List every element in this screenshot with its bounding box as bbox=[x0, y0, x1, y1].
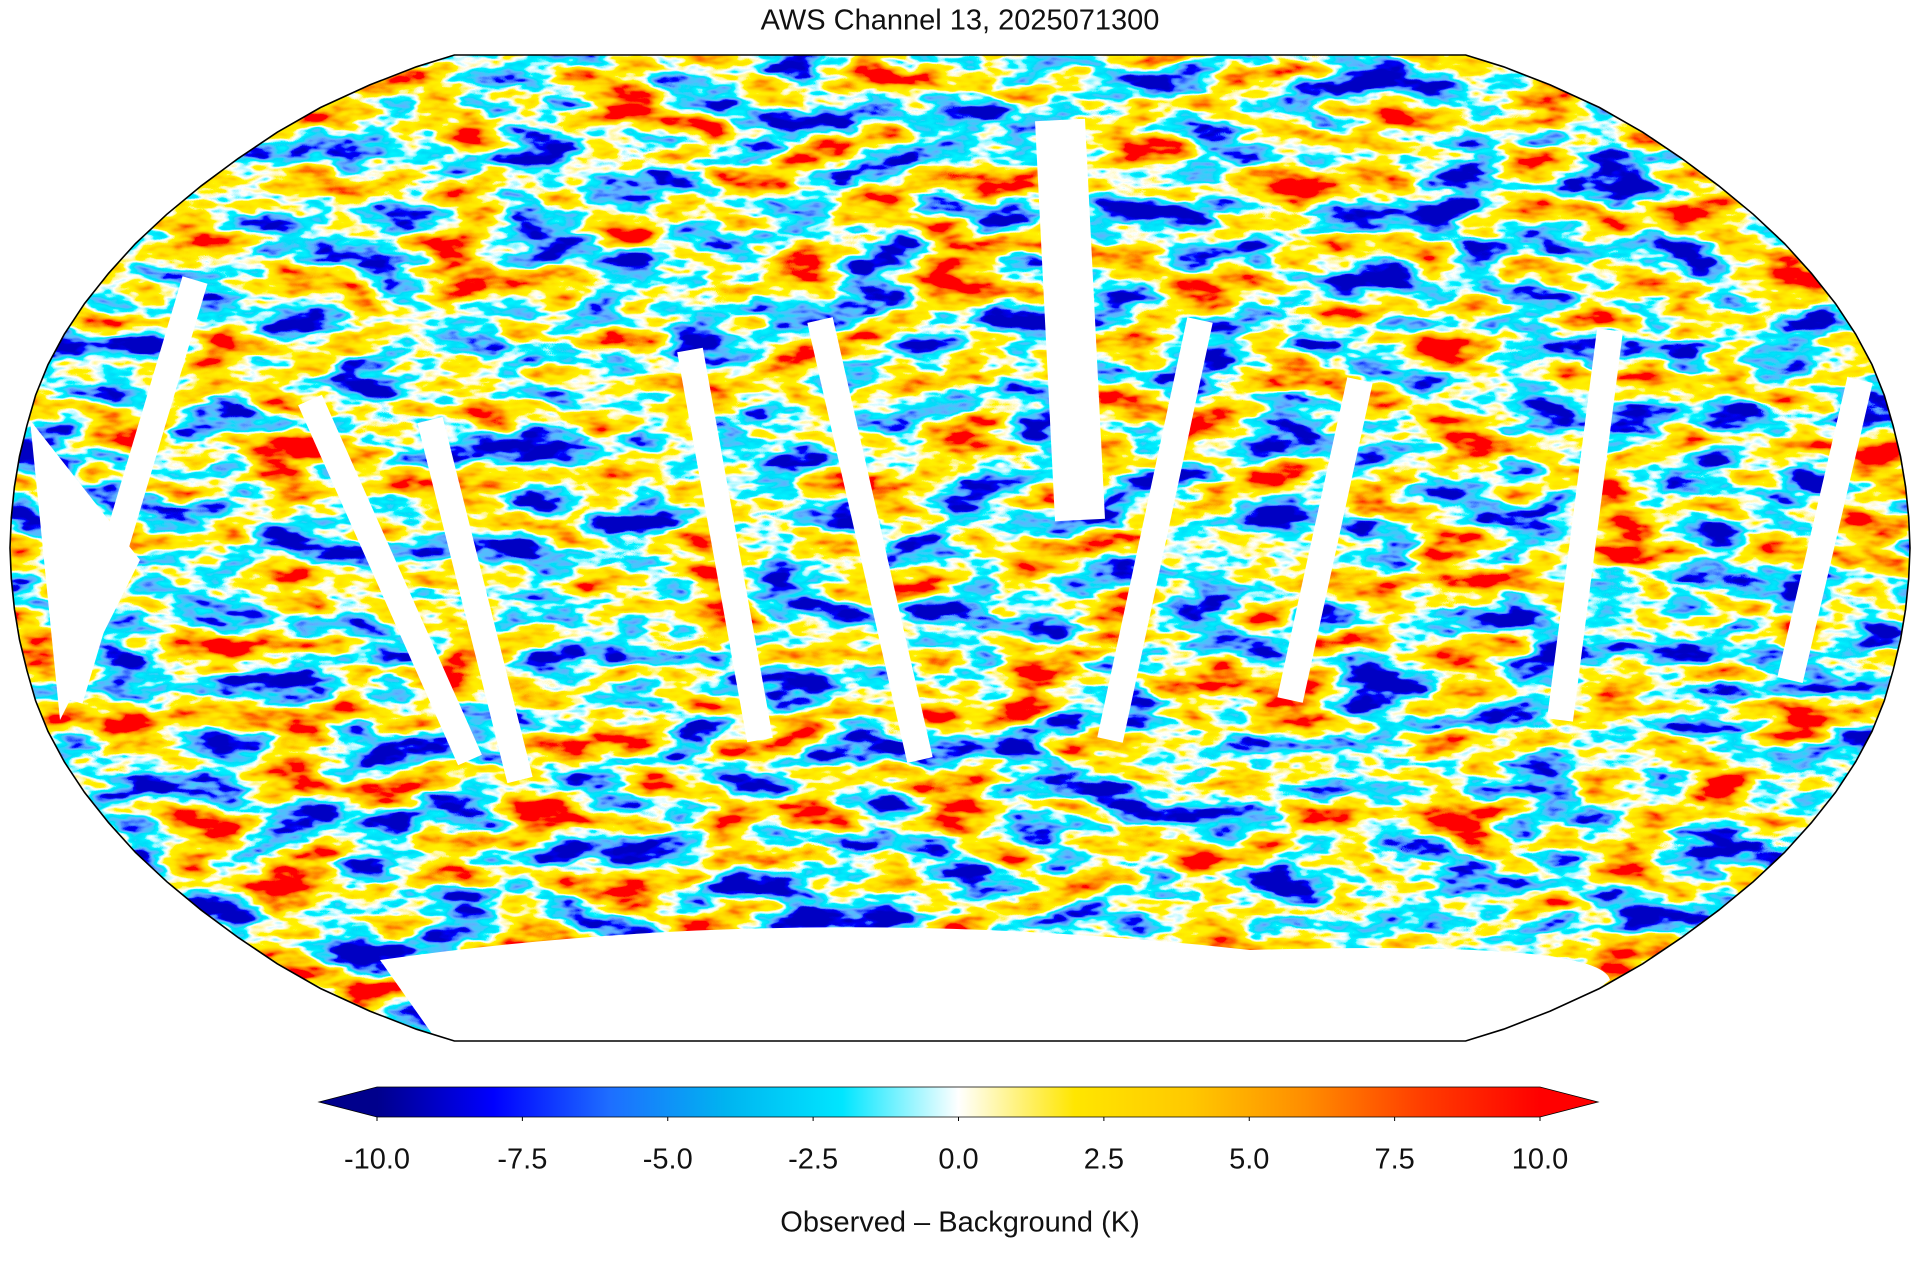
colorbar-tick-label: 10.0 bbox=[1512, 1144, 1568, 1176]
colorbar-extend-low bbox=[319, 1087, 377, 1117]
swath-gaps bbox=[30, 118, 1873, 1041]
field-texture bbox=[10, 55, 1910, 1041]
swath-gap bbox=[677, 347, 773, 743]
swath-gap bbox=[1547, 328, 1623, 722]
swath-gap bbox=[298, 394, 482, 766]
colorbar-tick-label: -7.5 bbox=[497, 1144, 547, 1176]
swath-gap bbox=[30, 420, 140, 720]
map-field bbox=[10, 55, 1910, 1041]
chart-title: AWS Channel 13, 2025071300 bbox=[761, 5, 1160, 37]
colorbar-tick-label: -10.0 bbox=[344, 1144, 410, 1176]
colorbar-tick-label: 7.5 bbox=[1374, 1144, 1414, 1176]
swath-gap bbox=[1035, 118, 1105, 522]
map-boundary bbox=[9, 54, 1911, 1042]
colorbar-extend-high bbox=[1540, 1087, 1598, 1117]
colorbar-tick-label: 5.0 bbox=[1229, 1144, 1269, 1176]
swath-gap bbox=[1777, 377, 1873, 683]
swath-gap bbox=[1097, 317, 1213, 743]
antarctica bbox=[380, 927, 1610, 1041]
colorbar-label: Observed – Background (K) bbox=[780, 1207, 1139, 1239]
colorbar-tick-label: 2.5 bbox=[1084, 1144, 1124, 1176]
swath-gap bbox=[807, 317, 933, 763]
colorbar-tick-label: -2.5 bbox=[788, 1144, 838, 1176]
colorbar-gradient bbox=[377, 1087, 1540, 1117]
colorbar: -10.0 -7.5 -5.0 -2.5 0.0 2.5 5.0 7.5 10.0 bbox=[317, 1086, 1600, 1176]
swath-gap bbox=[1277, 377, 1373, 703]
colorbar-tick-label: -5.0 bbox=[643, 1144, 693, 1176]
colorbar-tick-label: 0.0 bbox=[938, 1144, 978, 1176]
swath-gap bbox=[417, 416, 533, 784]
